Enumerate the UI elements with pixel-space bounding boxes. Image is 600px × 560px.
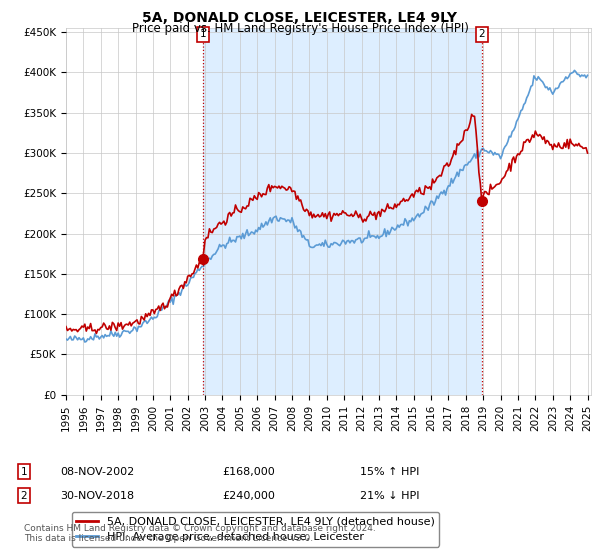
Text: Contains HM Land Registry data © Crown copyright and database right 2024.
This d: Contains HM Land Registry data © Crown c… (24, 524, 376, 543)
Text: 08-NOV-2002: 08-NOV-2002 (60, 466, 134, 477)
Text: 5A, DONALD CLOSE, LEICESTER, LE4 9LY: 5A, DONALD CLOSE, LEICESTER, LE4 9LY (143, 11, 458, 25)
Text: Price paid vs. HM Land Registry's House Price Index (HPI): Price paid vs. HM Land Registry's House … (131, 22, 469, 35)
Legend: 5A, DONALD CLOSE, LEICESTER, LE4 9LY (detached house), HPI: Average price, detac: 5A, DONALD CLOSE, LEICESTER, LE4 9LY (de… (71, 512, 439, 547)
Text: 21% ↓ HPI: 21% ↓ HPI (360, 491, 419, 501)
Text: 2: 2 (20, 491, 28, 501)
Text: 1: 1 (200, 30, 206, 39)
Text: 1: 1 (20, 466, 28, 477)
Text: £240,000: £240,000 (222, 491, 275, 501)
Text: £168,000: £168,000 (222, 466, 275, 477)
Text: 30-NOV-2018: 30-NOV-2018 (60, 491, 134, 501)
Text: 2: 2 (478, 30, 485, 39)
Text: 15% ↑ HPI: 15% ↑ HPI (360, 466, 419, 477)
Bar (203, 28, 482, 395)
